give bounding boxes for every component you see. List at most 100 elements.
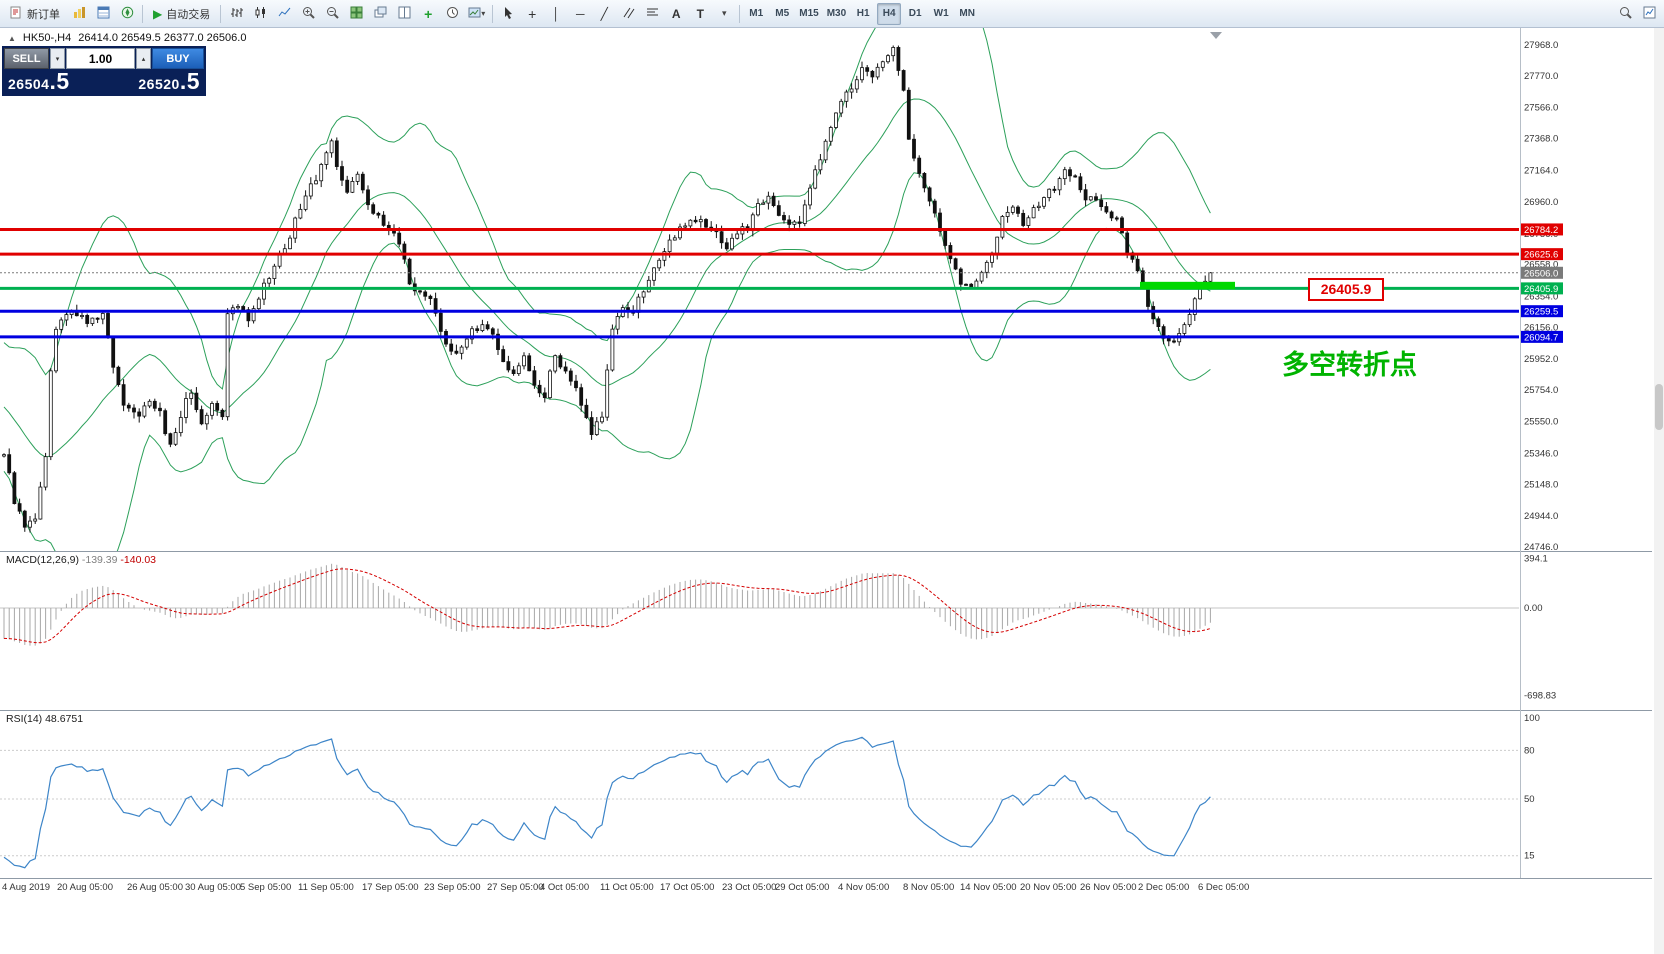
- buy-button[interactable]: BUY: [152, 48, 204, 69]
- text-label-button[interactable]: T: [689, 3, 711, 25]
- sell-button[interactable]: SELL: [4, 48, 49, 69]
- time-axis-label: 5 Sep 05:00: [240, 882, 291, 893]
- level-axis-badge: [1521, 248, 1563, 261]
- level-lines-layer: [0, 227, 1519, 339]
- chart-canvas[interactable]: 27968.0 27770.0 27566.0 27368.0 27164.0 26960…: [0, 28, 1664, 954]
- tile-horizontal-button[interactable]: [393, 3, 415, 25]
- bar-chart-type-button[interactable]: [225, 3, 247, 25]
- macd-axis-label: -698.83: [1524, 690, 1556, 701]
- data-window-icon: [97, 6, 110, 22]
- cascade-windows-icon: [374, 6, 387, 22]
- level-axis-badge: [1521, 282, 1563, 295]
- time-axis-label: 8 Nov 05:00: [903, 882, 954, 893]
- timeframe-m5-button[interactable]: M5: [770, 3, 794, 25]
- timeframe-h1-button[interactable]: H1: [851, 3, 875, 25]
- vertical-line-button[interactable]: │: [545, 3, 567, 25]
- timeframe-w1-button[interactable]: W1: [929, 3, 953, 25]
- new-order-label: 新订单: [27, 8, 60, 21]
- text-label-icon: T: [696, 6, 704, 21]
- time-axis-label: 20 Aug 05:00: [57, 882, 113, 893]
- new-order-button[interactable]: 新订单: [4, 3, 66, 25]
- cursor-button[interactable]: [497, 3, 519, 25]
- line-chart-type-button[interactable]: [273, 3, 295, 25]
- tile-horizontal-icon: [398, 6, 411, 22]
- time-axis-label: 26 Nov 05:00: [1080, 882, 1137, 893]
- navigator-button[interactable]: [116, 3, 138, 25]
- horizontal-line-button[interactable]: ─: [569, 3, 591, 25]
- tile-windows-icon: [350, 6, 363, 22]
- price-axis-label: 26354.0: [1524, 291, 1558, 302]
- time-axis-label: 23 Oct 05:00: [722, 882, 776, 893]
- vertical-line-icon: │: [552, 6, 561, 21]
- timeframe-h4-button[interactable]: H4: [877, 2, 902, 25]
- trendline-button[interactable]: ╱: [593, 3, 615, 25]
- shapes-dropdown-button[interactable]: ▾: [713, 3, 735, 25]
- vertical-scrollbar[interactable]: [1654, 28, 1664, 954]
- time-axis-label: 6 Dec 05:00: [1198, 882, 1249, 893]
- data-window-button[interactable]: [92, 3, 114, 25]
- rsi-line: [3, 736, 1211, 869]
- auto-trading-button[interactable]: ▶ 自动交易: [147, 3, 216, 25]
- current-price-axis-badge: [1521, 266, 1563, 279]
- crosshair-button[interactable]: +: [521, 3, 543, 25]
- time-axis-label: 11 Sep 05:00: [298, 882, 354, 893]
- timeframe-m15-button[interactable]: M15: [796, 3, 821, 25]
- add-indicator-button[interactable]: +: [417, 3, 439, 25]
- panel-separators: [0, 28, 1652, 879]
- new-chart-button[interactable]: [1638, 3, 1660, 25]
- time-axis-label: 4 Aug 2019: [2, 882, 50, 893]
- volume-decrease-button[interactable]: ▾: [50, 48, 65, 69]
- search-button[interactable]: [1614, 3, 1636, 25]
- cascade-windows-button[interactable]: [369, 3, 391, 25]
- shapes-dropdown-icon: ▾: [721, 8, 727, 18]
- volume-increase-button[interactable]: ▴: [136, 48, 151, 69]
- channel-button[interactable]: [617, 3, 639, 25]
- price-axis-label: 24944.0: [1524, 511, 1558, 522]
- timeframe-m30-button[interactable]: M30: [824, 3, 849, 25]
- level-axis-badge-text: 26259.5: [1524, 307, 1558, 318]
- rsi-axis-label: 50: [1524, 794, 1535, 805]
- toolbar-separator: [739, 4, 741, 23]
- chart-shift-marker[interactable]: [1210, 32, 1222, 39]
- zoom-in-button[interactable]: [297, 3, 319, 25]
- timeframe-m1-button[interactable]: M1: [744, 3, 768, 25]
- charts-button[interactable]: [68, 3, 90, 25]
- candlestick-type-button[interactable]: [249, 3, 271, 25]
- price-axis-label: 26960.0: [1524, 197, 1558, 208]
- toolbar-separator: [492, 4, 494, 23]
- periods-button[interactable]: [441, 3, 463, 25]
- zoom-out-button[interactable]: [321, 3, 343, 25]
- level-axis-badge: [1521, 330, 1563, 343]
- turning-point-highlight-bar: [1140, 281, 1235, 290]
- level-axis-badge: [1521, 223, 1563, 236]
- timeframe-mn-button[interactable]: MN: [955, 3, 979, 25]
- price-axis-label: 25952.0: [1524, 354, 1558, 365]
- scrollbar-thumb[interactable]: [1655, 384, 1663, 430]
- symbol-period-label: HK50-,H4: [22, 32, 72, 44]
- main-price-panel: [2, 28, 1213, 551]
- rsi-axis-label: 100: [1524, 713, 1540, 724]
- templates-button[interactable]: ▾: [465, 3, 488, 25]
- navigator-icon: [121, 6, 134, 22]
- bar-chart-icon: [230, 6, 243, 22]
- price-axis-label: 24746.0: [1524, 542, 1558, 553]
- tile-windows-button[interactable]: [345, 3, 367, 25]
- macd-header: MACD(12,26,9) -139.39 -140.03: [6, 554, 156, 566]
- time-axis-label: 27 Sep 05:00: [487, 882, 544, 893]
- timeframe-d1-button[interactable]: D1: [903, 3, 927, 25]
- time-axis-label: 14 Nov 05:00: [960, 882, 1017, 893]
- macd-signal-line: [3, 568, 1211, 644]
- price-axis-label: 25346.0: [1524, 449, 1558, 460]
- volume-input[interactable]: [66, 48, 135, 69]
- price-axis-label: 27164.0: [1524, 165, 1558, 176]
- collapse-panel-icon[interactable]: ▲: [8, 33, 16, 43]
- time-axis-label: 30 Aug 05:00: [185, 882, 241, 893]
- ohlc-values: 26414.0 26549.5 26377.0 26506.0: [78, 32, 247, 44]
- level-axis-badge-text: 26625.6: [1524, 250, 1558, 261]
- text-tool-button[interactable]: A: [665, 3, 687, 25]
- price-axis-label: 27368.0: [1524, 133, 1558, 144]
- toolbar-right-group: [1613, 3, 1661, 25]
- fibonacci-button[interactable]: [641, 3, 663, 25]
- level-axis-badge-text: 26405.9: [1524, 284, 1558, 295]
- trendline-icon: ╱: [600, 6, 608, 21]
